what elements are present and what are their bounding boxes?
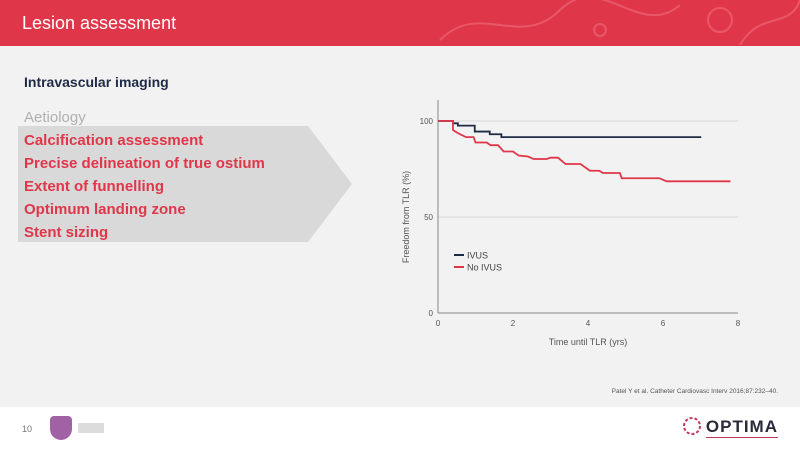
decorative-pattern — [439, 0, 800, 46]
x-tick-label: 2 — [511, 319, 516, 328]
list-item: Stent sizing — [24, 224, 109, 241]
footer: 10 OPTIMA — [0, 407, 800, 450]
citation: Patel Y et al. Catheter Cardiovasc Inter… — [611, 388, 778, 395]
x-tick-label: 8 — [736, 319, 741, 328]
highlight-arrow — [18, 126, 352, 242]
y-axis-label: Freedom from TLR (%) — [401, 171, 411, 263]
legend-label: No IVUS — [467, 263, 502, 273]
x-axis-label: Time until TLR (yrs) — [549, 337, 628, 347]
list-item: Optimum landing zone — [24, 201, 186, 218]
license-badge-icon — [50, 416, 72, 440]
logo-text: OPTIMA — [705, 416, 778, 438]
page-title: Lesion assessment — [22, 13, 177, 33]
y-tick-label: 50 — [424, 213, 433, 222]
list-item: Calcification assessment — [24, 132, 204, 149]
page-number: 10 — [22, 424, 33, 434]
optima-logo: OPTIMA — [682, 416, 778, 438]
license-text-blurred — [78, 423, 104, 433]
header-bar: Lesion assessment — [0, 0, 800, 46]
series-line-ivus — [438, 120, 702, 139]
list-item: Extent of funnelling — [24, 178, 164, 195]
list-item-aetiology: Aetiology — [24, 109, 86, 126]
brain-icon — [682, 417, 701, 435]
topic-list: Aetiology Calcification assessment Preci… — [24, 106, 265, 244]
km-chart: 0 50 100 0 2 4 6 8 Time until TLR (yrs) Freedom f… — [401, 100, 741, 347]
x-tick-label: 0 — [436, 319, 441, 328]
x-tick-label: 6 — [661, 319, 666, 328]
list-item: Precise delineation of true ostium — [24, 155, 265, 172]
series-line-no-ivus — [438, 120, 731, 183]
y-tick-label: 0 — [429, 309, 434, 318]
x-tick-label: 4 — [586, 319, 591, 328]
section-subtitle: Intravascular imaging — [24, 74, 169, 90]
y-tick-label: 100 — [420, 117, 434, 126]
legend-label: IVUS — [467, 251, 488, 261]
